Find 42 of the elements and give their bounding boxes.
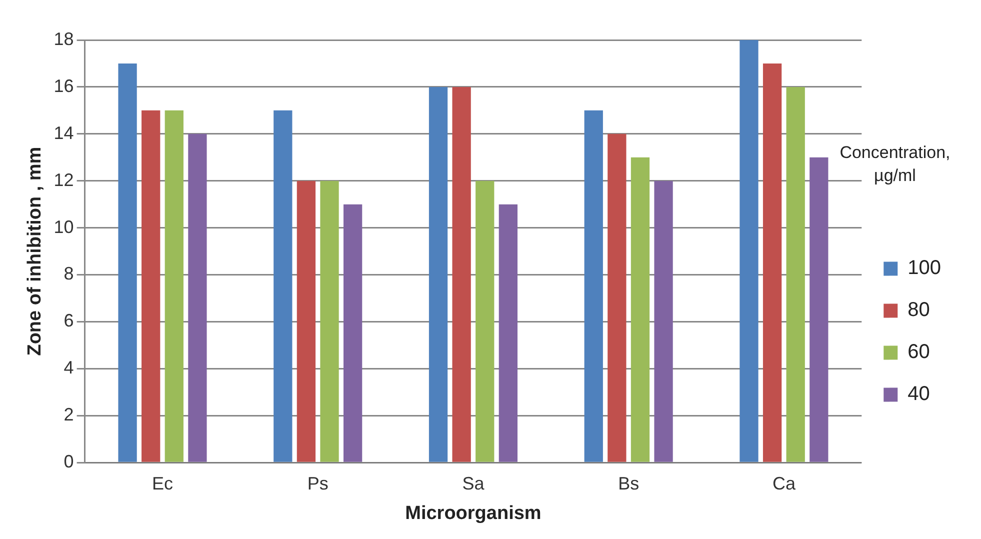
bar: [142, 110, 160, 462]
x-tick-label: Ec: [152, 473, 174, 494]
bar: [428, 86, 448, 462]
bar: [476, 180, 494, 462]
bar: [452, 86, 471, 462]
y-tick-label: 4: [64, 358, 74, 378]
legend-title: Concentration, µg/ml: [838, 142, 952, 187]
y-tick-label: 10: [54, 216, 74, 237]
bar: [740, 40, 758, 462]
y-tick-label: 12: [54, 170, 74, 190]
legend-label: 40: [908, 383, 930, 406]
legend-label: 100: [908, 257, 942, 280]
x-tick-label: Ps: [307, 473, 328, 494]
y-axis-title: Zone of inhibition , mm: [24, 146, 46, 356]
bar: [498, 204, 518, 462]
bar: [608, 134, 626, 462]
bar: [274, 110, 292, 462]
y-tick-label: 2: [64, 404, 74, 425]
y-tick-label: 0: [64, 452, 74, 472]
bar: [118, 63, 137, 462]
bar: [810, 157, 828, 462]
legend-label: 60: [908, 341, 930, 364]
x-tick-label: Bs: [618, 473, 640, 494]
bar: [344, 204, 362, 462]
y-tick-label: 18: [54, 28, 74, 49]
legend-label: 80: [908, 299, 930, 322]
bar: [188, 134, 207, 462]
x-tick-label: Ca: [772, 473, 796, 494]
bar: [786, 86, 805, 462]
bar: [164, 110, 184, 462]
bar: [584, 110, 603, 462]
bar: [320, 180, 339, 462]
x-tick-label: Sa: [462, 473, 486, 494]
x-axis-title: Microorganism: [405, 502, 542, 524]
bar: [654, 180, 673, 462]
bar: [630, 157, 650, 462]
y-tick-label: 14: [54, 122, 74, 143]
y-tick-label: 8: [64, 264, 74, 284]
y-tick-label: 6: [64, 310, 74, 331]
y-tick-label: 16: [54, 76, 74, 96]
bar: [296, 180, 316, 462]
bar: [762, 63, 782, 462]
